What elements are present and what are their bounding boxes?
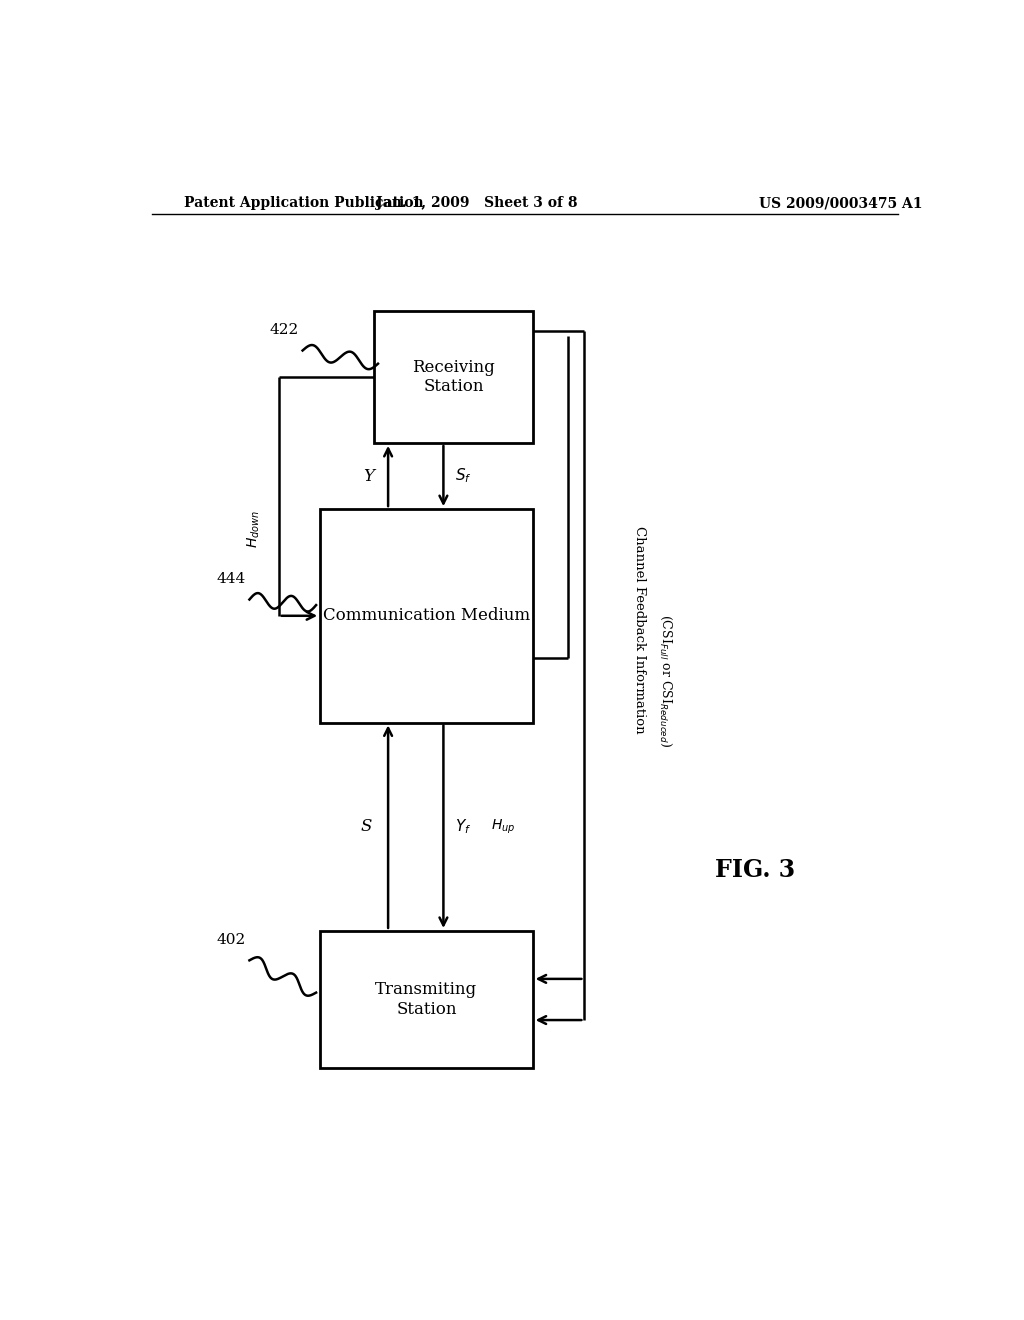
Text: 444: 444 [216, 572, 246, 586]
Text: 402: 402 [216, 933, 246, 946]
Bar [374, 312, 532, 444]
Text: Y: Y [362, 467, 374, 484]
Text: $Y_f$: $Y_f$ [455, 817, 471, 836]
Bar [321, 931, 532, 1068]
Text: (CSI$_{Full}$ or CSI$_{Reduced}$): (CSI$_{Full}$ or CSI$_{Reduced}$) [658, 614, 674, 747]
Text: Communication Medium: Communication Medium [323, 607, 530, 624]
Text: $H_{down}$: $H_{down}$ [245, 511, 261, 548]
Text: $H_{up}$: $H_{up}$ [490, 817, 515, 836]
Text: S: S [360, 818, 372, 836]
Bar [321, 510, 532, 722]
Text: $S_f$: $S_f$ [455, 467, 472, 486]
Text: Transmiting
Station: Transmiting Station [376, 981, 477, 1018]
Text: Jan. 1, 2009   Sheet 3 of 8: Jan. 1, 2009 Sheet 3 of 8 [377, 195, 578, 210]
Text: 422: 422 [269, 323, 299, 337]
Text: FIG. 3: FIG. 3 [715, 858, 795, 882]
Text: Patent Application Publication: Patent Application Publication [183, 195, 423, 210]
Text: US 2009/0003475 A1: US 2009/0003475 A1 [759, 195, 923, 210]
Text: Receiving
Station: Receiving Station [412, 359, 495, 395]
Text: Channel Feedback Information: Channel Feedback Information [634, 525, 646, 734]
